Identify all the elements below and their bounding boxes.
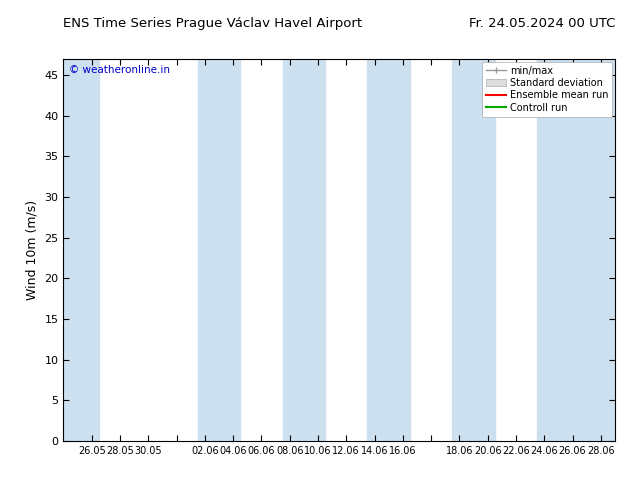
Bar [537, 59, 615, 441]
Text: ENS Time Series Prague Václav Havel Airport: ENS Time Series Prague Václav Havel Airp… [63, 17, 363, 30]
Legend: min/max, Standard deviation, Ensemble mean run, Controll run: min/max, Standard deviation, Ensemble me… [482, 62, 612, 117]
Bar [63, 59, 99, 441]
Bar [283, 59, 325, 441]
Text: Fr. 24.05.2024 00 UTC: Fr. 24.05.2024 00 UTC [469, 17, 615, 30]
Bar [452, 59, 495, 441]
Text: © weatheronline.in: © weatheronline.in [69, 65, 170, 74]
Y-axis label: Wind 10m (m/s): Wind 10m (m/s) [26, 200, 39, 300]
Bar [368, 59, 410, 441]
Bar [198, 59, 240, 441]
